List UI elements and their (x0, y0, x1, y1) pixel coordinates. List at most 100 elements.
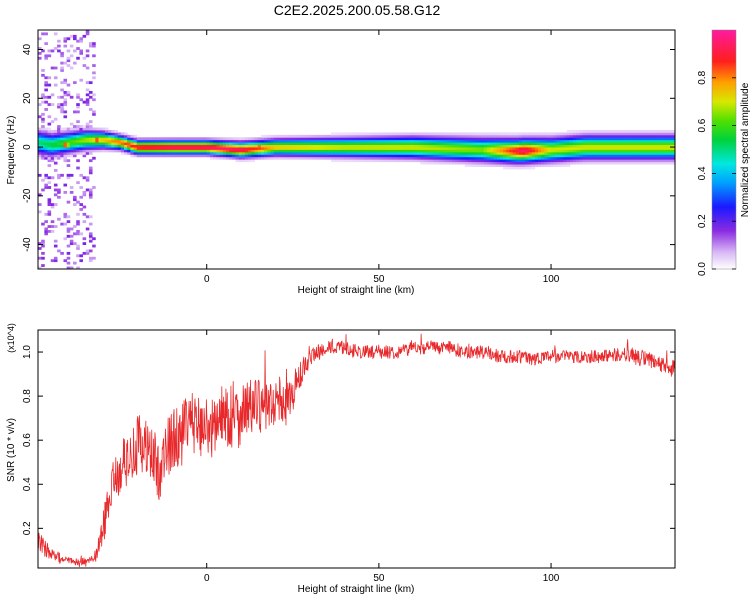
heatmap-cell (649, 151, 654, 155)
heatmap-cell (624, 149, 628, 153)
heatmap-cell (604, 149, 609, 153)
heatmap-cell (636, 137, 641, 141)
heatmap-cell (557, 142, 561, 146)
heatmap-cell (378, 132, 383, 136)
heatmap-cell (41, 251, 45, 255)
heatmap-cell (117, 132, 122, 136)
heatmap-cell (662, 142, 666, 146)
heatmap-cell (286, 137, 291, 141)
heatmap-cell (120, 142, 125, 146)
heatmap-cell (292, 137, 297, 141)
heatmap-cell (385, 142, 389, 146)
heatmap-cell (206, 144, 211, 148)
heatmap-cell (136, 151, 141, 155)
heatmap-cell (85, 30, 90, 33)
heatmap-cell (50, 120, 55, 124)
heatmap-cell (305, 142, 310, 146)
heatmap-cell (655, 144, 660, 148)
heatmap-cell (209, 151, 214, 155)
heatmap-cell (582, 132, 587, 136)
heatmap-cell (369, 139, 373, 143)
heatmap-cell (69, 132, 74, 136)
heatmap-cell (649, 156, 654, 160)
heatmap-cell (203, 137, 208, 141)
heatmap-cell (353, 149, 357, 153)
heatmap-cell (219, 149, 224, 153)
heatmap-cell (260, 139, 265, 143)
heatmap-cell (604, 132, 609, 136)
heatmap-cell (506, 156, 510, 160)
heatmap-cell (445, 132, 450, 136)
heatmap-cell (283, 144, 287, 148)
heatmap-cell (611, 137, 615, 141)
heatmap-cell (506, 154, 510, 158)
heatmap-cell (44, 227, 48, 231)
heatmap-cell (295, 134, 300, 138)
heatmap-cell (356, 134, 361, 138)
heatmap-cell (401, 147, 405, 150)
heatmap-cell (608, 139, 612, 143)
heatmap-cell (480, 159, 485, 163)
heatmap-cell (525, 164, 529, 167)
heatmap-cell (324, 144, 329, 148)
heatmap-cell (171, 149, 176, 153)
heatmap-cell (525, 132, 529, 136)
heatmap-cell (659, 139, 663, 143)
heatmap-cell (375, 149, 380, 153)
heatmap-cell (668, 134, 673, 138)
heatmap-cell (420, 151, 424, 155)
heatmap-cell (582, 137, 587, 141)
heatmap-cell (493, 142, 498, 146)
heatmap-cell (608, 134, 612, 138)
heatmap-cell (362, 132, 367, 136)
heatmap-cell (506, 134, 510, 138)
heatmap-cell (47, 159, 52, 163)
heatmap-cell (63, 183, 68, 187)
heatmap-cell (538, 137, 542, 141)
heatmap-cell (57, 142, 61, 146)
heatmap-cell (375, 154, 380, 158)
heatmap-cell (633, 154, 638, 158)
heatmap-cell (522, 159, 526, 163)
heatmap-cell (659, 134, 663, 138)
heatmap-cell (477, 134, 482, 138)
heatmap-cell (53, 259, 58, 263)
heatmap-cell (315, 144, 319, 148)
heatmap-cell (50, 176, 55, 180)
heatmap-cell (385, 151, 389, 155)
heatmap-cell (299, 147, 303, 150)
heatmap-cell (168, 139, 173, 143)
heatmap-cell (576, 149, 580, 153)
heatmap-cell (66, 37, 71, 41)
heatmap-cell (671, 142, 675, 146)
heatmap-cell (483, 147, 488, 150)
heatmap-cell (350, 147, 354, 150)
heatmap-cell (483, 164, 488, 167)
heatmap-cell (190, 144, 195, 148)
heatmap-cell (334, 142, 338, 146)
heatmap-cell (73, 242, 77, 246)
heatmap-cell (248, 137, 252, 141)
heatmap-cell (458, 149, 462, 153)
heatmap-cell (152, 151, 157, 155)
heatmap-cell (104, 132, 109, 136)
heatmap-cell (643, 129, 647, 133)
heatmap-cell (337, 147, 341, 150)
heatmap-cell (340, 142, 345, 146)
heatmap-cell (604, 161, 609, 165)
heatmap-cell (47, 83, 52, 87)
heatmap-cell (528, 151, 533, 155)
heatmap-cell (633, 151, 638, 155)
heatmap-cell (633, 137, 638, 141)
heatmap-cell (76, 134, 80, 138)
heatmap-cell (232, 142, 236, 146)
heatmap-cell (305, 139, 310, 143)
heatmap-cell (423, 139, 427, 143)
heatmap-cell (92, 132, 96, 136)
heatmap-cell (455, 134, 459, 138)
heatmap-cell (528, 164, 533, 167)
heatmap-cell (359, 151, 364, 155)
heatmap-cell (493, 159, 498, 163)
heatmap-cell (426, 156, 431, 160)
heatmap-cell (394, 147, 399, 150)
